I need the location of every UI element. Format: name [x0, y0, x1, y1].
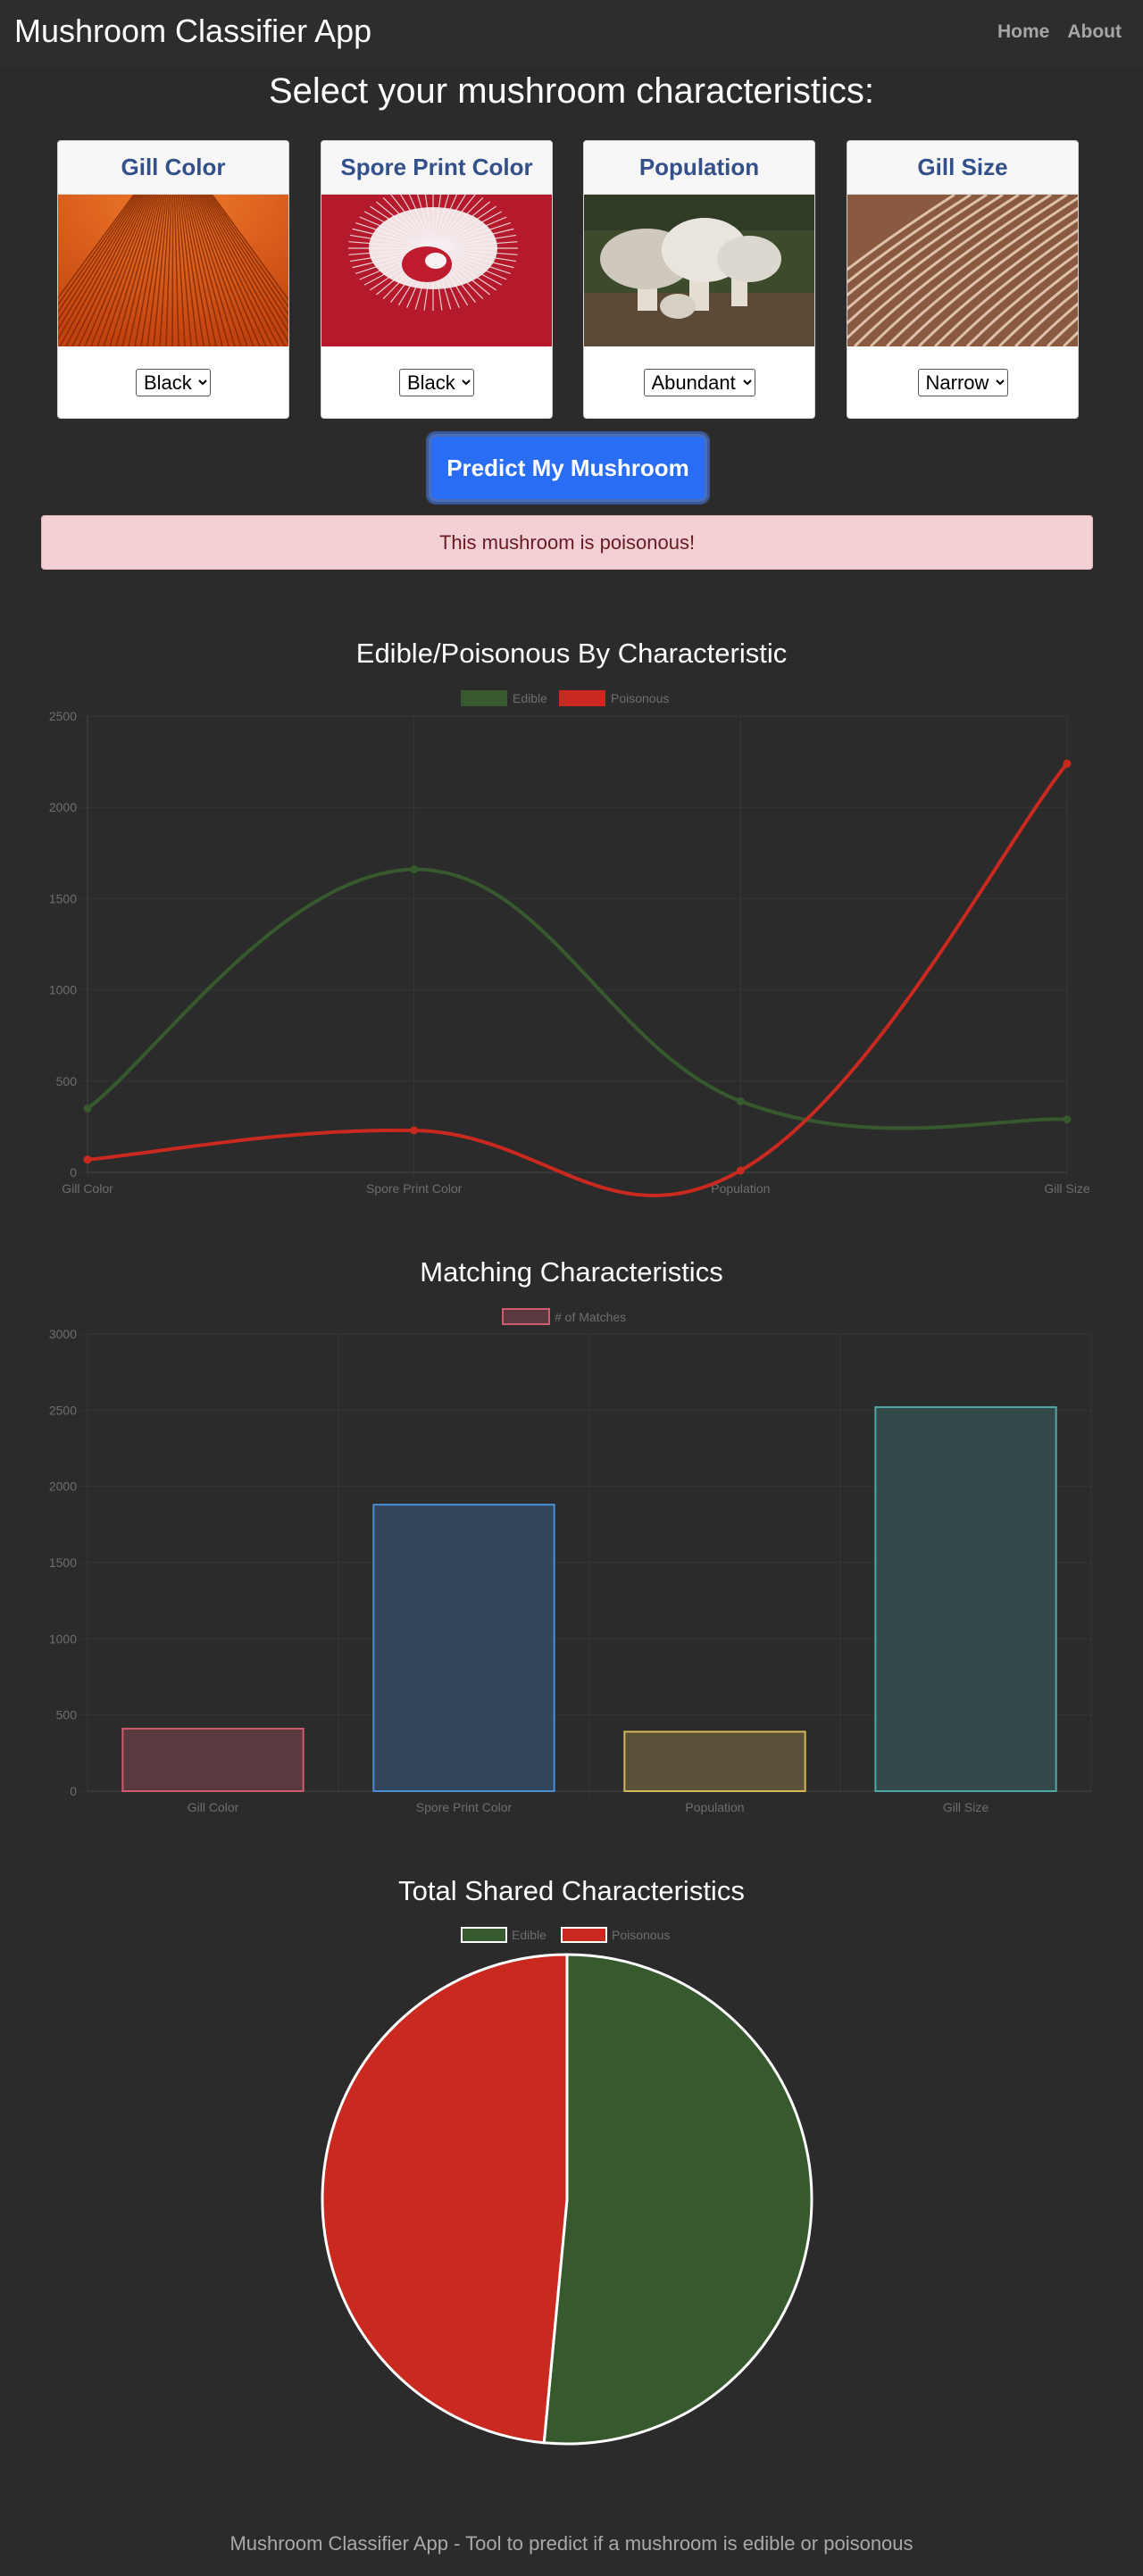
orange-gills-photo [58, 195, 288, 346]
x-tick-label: Spore Print Color [416, 1800, 513, 1814]
page-heading: Select your mushroom characteristics: [268, 71, 874, 111]
x-tick-label: Spore Print Color [366, 1181, 463, 1196]
legend-swatch-poisonous [561, 1927, 607, 1943]
data-point-edible [1063, 1115, 1072, 1124]
predict-button[interactable]: Predict My Mushroom [429, 434, 707, 502]
data-point-edible [736, 1096, 745, 1105]
bar-chart: # of Matches 0 500 1000 1500 2000 2500 3000 Gill… [49, 1308, 1092, 1814]
pie-chart-title: Total Shared Characteristics [398, 1875, 745, 1906]
card-title: Population [584, 141, 814, 195]
card-gill-size: Gill Size Narrow [847, 140, 1079, 419]
card-spore-print-color: Spore Print Color Black [321, 140, 553, 419]
population-select[interactable]: Abundant [643, 368, 755, 396]
legend-label-matches: # of Matches [555, 1310, 626, 1324]
y-tick-label: 1000 [49, 983, 77, 997]
card-title: Spore Print Color [321, 141, 552, 195]
x-tick-label: Population [685, 1800, 744, 1814]
data-point-poisonous [410, 1126, 419, 1135]
data-point-poisonous [1063, 759, 1072, 768]
series-line-poisonous [87, 762, 1069, 1197]
y-tick-label: 500 [56, 1074, 78, 1088]
bar-spore-print-color [372, 1504, 555, 1792]
nav-links: Home About [997, 21, 1122, 43]
card-gill-color: Gill Color Black [57, 140, 289, 419]
legend-label-poisonous: Poisonous [612, 1928, 670, 1942]
pie-chart: Edible Poisonous [321, 1927, 813, 2446]
legend-label-edible: Edible [512, 1928, 546, 1942]
y-tick-label: 1500 [49, 891, 77, 905]
gill-color-select[interactable]: Black [136, 368, 211, 396]
y-tick-label: 2000 [49, 800, 77, 814]
line-chart-title: Edible/Poisonous By Characteristic [355, 638, 788, 669]
card-title: Gill Size [847, 141, 1078, 195]
x-tick-label: Gill Size [943, 1800, 989, 1814]
card-population: Population Abundant [583, 140, 815, 419]
red-white-spore-print-photo [321, 195, 552, 346]
y-tick-label: 2500 [49, 709, 77, 723]
data-point-poisonous [736, 1166, 745, 1175]
y-tick-label: 1500 [49, 1555, 77, 1570]
legend-swatch-edible [461, 1927, 507, 1943]
y-tick-label: 500 [56, 1708, 78, 1722]
card-title: Gill Color [58, 141, 288, 195]
x-tick-label: Gill Size [1044, 1181, 1090, 1196]
nav-about-link[interactable]: About [1067, 21, 1122, 42]
brown-gills-photo [847, 195, 1078, 346]
gill-size-select[interactable]: Narrow [917, 368, 1008, 396]
data-point-edible [410, 865, 419, 874]
footer-text: Mushroom Classifier App - Tool to predic… [229, 2532, 914, 2555]
bar-gill-color [121, 1728, 305, 1793]
series-line-edible [86, 867, 1068, 1130]
x-tick-label: Population [711, 1181, 770, 1196]
legend-label-edible: Edible [513, 691, 547, 705]
y-tick-label: 1000 [49, 1631, 77, 1646]
spore-print-color-select[interactable]: Black [399, 368, 474, 396]
bar-population [623, 1730, 806, 1792]
bar-chart-title: Matching Characteristics [420, 1256, 723, 1288]
app-title[interactable]: Mushroom Classifier App [14, 13, 372, 49]
legend-swatch-matches [502, 1308, 550, 1325]
y-tick-label: 2500 [49, 1403, 77, 1417]
mushroom-cluster-photo [584, 195, 814, 346]
y-tick-label: 0 [70, 1784, 77, 1798]
pie-slice-edible [542, 1953, 813, 2446]
pie-slice-poisonous [321, 1953, 569, 2445]
x-tick-label: Gill Color [62, 1181, 113, 1196]
y-tick-label: 0 [70, 1165, 77, 1180]
y-tick-label: 3000 [49, 1327, 77, 1341]
nav-home-link[interactable]: Home [997, 21, 1050, 42]
result-alert: This mushroom is poisonous! [41, 515, 1093, 570]
line-chart: Edible Poisonous 0 500 1000 1500 2000 2500 Gill … [49, 690, 1090, 1197]
data-point-poisonous [83, 1155, 92, 1164]
data-point-edible [83, 1104, 92, 1113]
x-tick-label: Gill Color [188, 1800, 239, 1814]
navbar: Mushroom Classifier App Home About [0, 0, 1143, 68]
legend-swatch-edible [461, 690, 507, 706]
legend-swatch-poisonous [559, 690, 605, 706]
y-tick-label: 2000 [49, 1480, 77, 1494]
legend-label-poisonous: Poisonous [611, 691, 669, 705]
bar-gill-size [874, 1405, 1057, 1792]
